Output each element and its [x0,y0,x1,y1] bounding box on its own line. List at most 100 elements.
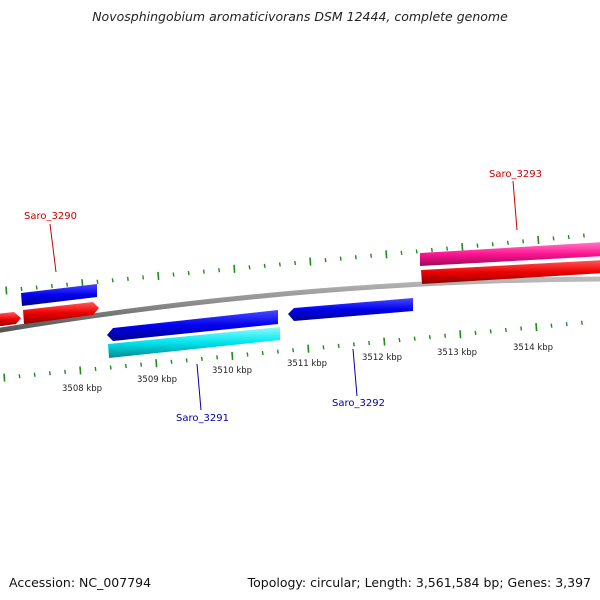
forward-strand-features [0,242,600,327]
minor-tick [202,269,205,274]
minor-tick [400,250,403,255]
minor-tick [430,247,433,253]
minor-tick [428,335,431,340]
major-tick [231,351,234,361]
cds-feature-saro-3291[interactable] [108,327,280,358]
minor-tick [580,320,583,325]
scale-labels: 3508 kbp 3509 kbp 3510 kbp 3511 kbp 3512… [62,343,553,394]
cds-feature-saro-3293[interactable] [421,260,600,284]
minor-tick [476,243,479,248]
minor-tick [398,337,401,343]
leader-line-saro-3292 [352,348,358,397]
gene-label-leaders [49,180,518,411]
minor-tick [18,374,21,379]
minor-tick [248,265,251,270]
major-tick [461,243,464,252]
minor-tick [292,348,295,353]
minor-tick [48,371,51,376]
major-tick [79,366,82,375]
gene-label-saro-3291[interactable]: Saro_3291 [176,413,229,424]
major-tick [155,359,158,368]
accession-label: Accession: NC_007794 [9,575,152,590]
scale-label: 3513 kbp [437,348,477,358]
minor-tick [550,323,553,328]
minor-tick [278,262,281,267]
minor-tick [491,242,494,247]
minor-tick [444,333,447,338]
minor-tick [200,356,203,361]
minor-tick [111,278,114,283]
major-tick [459,330,462,339]
reverse-strand-features [107,298,413,358]
minor-tick [504,327,507,333]
major-tick [157,271,160,281]
minor-tick [172,272,175,277]
minor-tick [35,285,38,290]
scale-label: 3510 kbp [212,366,252,376]
gene-feature-saro-3291[interactable] [107,310,278,341]
map-title: Novosphingobium aromaticivorans DSM 1244… [92,9,508,24]
minor-tick [339,256,342,261]
tick-row-forward [5,233,585,295]
scale-label: 3514 kbp [513,343,553,353]
minor-tick [415,249,418,254]
gene-feature-saro-3292[interactable] [288,298,413,321]
gene-label-saro-3292[interactable]: Saro_3292 [332,398,385,409]
minor-tick [64,369,67,374]
minor-tick [263,263,266,268]
minor-tick [520,326,523,331]
gene-labels: Saro_3290 Saro_3293 Saro_3291 Saro_3292 [24,169,542,424]
major-tick [383,337,386,346]
scale-label: 3508 kbp [62,384,102,394]
gene-feature-saro-3290[interactable] [21,284,97,306]
minor-tick [567,234,570,240]
leader-line-saro-3291 [196,363,202,411]
minor-tick [170,359,173,364]
minor-tick [370,253,373,258]
gene-label-saro-3293[interactable]: Saro_3293 [489,169,542,180]
scale-label: 3512 kbp [362,353,402,363]
gene-feature-saro-3293[interactable] [420,242,600,266]
minor-tick [96,279,99,284]
major-tick [537,235,540,244]
leader-line-saro-3290 [49,223,57,273]
minor-tick [324,258,327,263]
minor-tick [33,372,36,377]
minor-tick [246,352,249,357]
major-tick [5,286,8,295]
genome-backbone [0,276,600,333]
minor-tick [50,283,53,289]
major-tick [385,250,388,259]
minor-tick [109,365,112,370]
minor-tick [474,330,477,335]
minor-tick [261,350,264,356]
minor-tick [124,363,127,369]
cds-feature-saro-3290[interactable] [23,302,99,324]
minor-tick [126,276,129,281]
minor-tick [582,233,585,238]
minor-tick [140,362,143,367]
minor-tick [20,286,23,292]
minor-tick [446,246,449,251]
scale-label: 3511 kbp [287,359,327,369]
minor-tick [218,268,221,273]
scale-label: 3509 kbp [137,375,177,385]
gene-label-saro-3290[interactable]: Saro_3290 [24,211,77,222]
genome-summary: Topology: circular; Length: 3,561,584 bp… [247,575,591,590]
gene-feature-partial-left[interactable] [0,312,21,327]
major-tick [307,344,310,353]
minor-tick [354,255,357,260]
minor-tick [506,240,509,245]
minor-tick [142,275,145,280]
major-tick [233,264,236,273]
minor-tick [216,355,219,360]
minor-tick [94,366,97,372]
minor-tick [66,282,69,287]
major-tick [309,257,312,266]
minor-tick [185,358,188,363]
major-tick [3,373,6,382]
minor-tick [187,270,190,276]
minor-tick [352,342,355,347]
